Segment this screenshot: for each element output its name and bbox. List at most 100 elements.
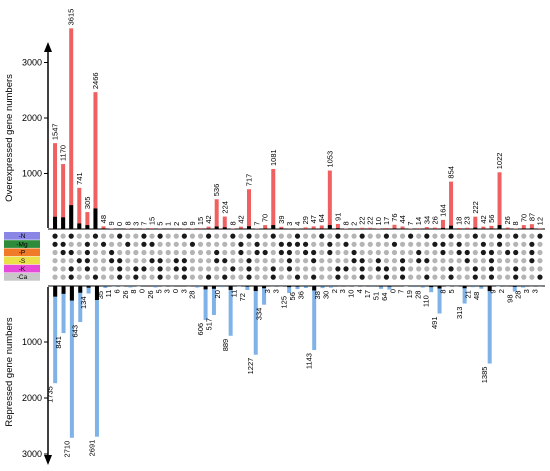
matrix-dot-filled bbox=[181, 274, 187, 280]
matrix-dot-filled bbox=[399, 274, 406, 280]
overexpressed-value-label: 42 bbox=[236, 215, 245, 223]
overexpressed-bar bbox=[449, 181, 454, 229]
repressed-value-label: 20 bbox=[213, 290, 222, 298]
repressed-bar-core bbox=[312, 286, 317, 291]
matrix-dot-empty bbox=[92, 258, 99, 264]
overexpressed-bar bbox=[481, 226, 486, 229]
overexpressed-bar bbox=[311, 226, 316, 229]
overexpressed-value-label: 2 bbox=[350, 222, 359, 226]
matrix-dot-filled bbox=[278, 249, 284, 256]
matrix-dot-empty bbox=[117, 241, 123, 247]
overexpressed-value-label: 18 bbox=[455, 217, 464, 225]
matrix-dot-filled bbox=[60, 241, 66, 247]
matrix-dot-empty bbox=[76, 241, 82, 247]
repressed-value-label: 8 bbox=[129, 289, 138, 293]
matrix-dot-empty bbox=[109, 274, 115, 280]
overexpressed-bar bbox=[497, 172, 502, 229]
repressed-value-label: 19 bbox=[405, 290, 414, 298]
matrix-dot-filled bbox=[117, 258, 123, 264]
repressed-bar bbox=[53, 286, 58, 384]
matrix-dot-filled bbox=[302, 241, 309, 247]
overexpressed-value-label: 854 bbox=[447, 166, 456, 179]
matrix-dot-empty bbox=[456, 274, 462, 280]
overexpressed-value-label: 64 bbox=[317, 214, 326, 222]
overexpressed-value-label: 15 bbox=[196, 217, 205, 225]
matrix-dot-empty bbox=[125, 249, 131, 256]
overexpressed-bar-core bbox=[279, 228, 284, 229]
matrix-dot-empty bbox=[432, 258, 438, 264]
matrix-dot-empty bbox=[68, 258, 74, 264]
overexpressed-bar bbox=[327, 170, 332, 229]
top-y-axis-title: Overexpressed gene numbers bbox=[4, 74, 15, 202]
matrix-dot-empty bbox=[173, 241, 179, 247]
overexpressed-bar-core bbox=[53, 216, 58, 229]
matrix-dot-filled bbox=[335, 233, 341, 239]
matrix-dot-empty bbox=[343, 249, 349, 256]
repressed-bar bbox=[103, 286, 108, 288]
matrix-dot-empty bbox=[408, 241, 414, 247]
matrix-dot-filled bbox=[68, 249, 74, 256]
matrix-dot-filled bbox=[68, 266, 74, 272]
matrix-dot-empty bbox=[367, 258, 373, 264]
overexpressed-value-label: 8 bbox=[228, 221, 237, 225]
matrix-dot-empty bbox=[133, 233, 139, 239]
matrix-dot-filled bbox=[92, 274, 99, 280]
matrix-dot-filled bbox=[383, 233, 390, 239]
matrix-dot-empty bbox=[165, 266, 171, 272]
legend-swatch bbox=[4, 256, 40, 265]
repressed-bar bbox=[287, 286, 292, 293]
matrix-dot-empty bbox=[440, 233, 446, 239]
matrix-dot-empty bbox=[197, 249, 204, 256]
matrix-dot-empty bbox=[262, 266, 268, 272]
repressed-bar-core bbox=[387, 286, 392, 287]
matrix-dot-filled bbox=[432, 241, 438, 247]
repressed-value-label: 0 bbox=[138, 289, 147, 293]
matrix-dot-empty bbox=[246, 241, 252, 247]
repressed-bar bbox=[86, 286, 91, 294]
matrix-dot-empty bbox=[367, 274, 373, 280]
matrix-dot-empty bbox=[238, 266, 244, 272]
overexpressed-value-label: 42 bbox=[204, 215, 213, 223]
overexpressed-bar bbox=[69, 28, 74, 230]
top-y-ticks: 1000 2000 3000 bbox=[22, 58, 48, 179]
matrix-dot-empty bbox=[165, 249, 171, 256]
overexpressed-value-label: 44 bbox=[398, 215, 407, 223]
overexpressed-bar bbox=[222, 216, 227, 229]
matrix-dot-empty bbox=[327, 274, 333, 280]
matrix-dot-empty bbox=[319, 266, 325, 272]
bottom-y-ticks: 1000 2000 3000 bbox=[22, 337, 48, 459]
overexpressed-value-label: 741 bbox=[75, 172, 84, 185]
matrix-dot-empty bbox=[52, 258, 58, 264]
matrix-dot-filled bbox=[205, 233, 212, 239]
repressed-bar-core bbox=[287, 286, 292, 288]
matrix-dot-filled bbox=[60, 249, 66, 256]
overexpressed-bar-core bbox=[222, 227, 227, 229]
matrix-dot-empty bbox=[109, 241, 115, 247]
repressed-value-label: 64 bbox=[380, 293, 389, 301]
matrix-dot-empty bbox=[521, 274, 527, 280]
matrix-dot-filled bbox=[496, 241, 503, 247]
matrix-dot-empty bbox=[230, 274, 236, 280]
matrix-dot-empty bbox=[173, 233, 179, 239]
matrix-dot-empty bbox=[262, 274, 268, 280]
matrix-dot-empty bbox=[302, 274, 309, 280]
matrix-dot-filled bbox=[359, 258, 365, 264]
overexpressed-value-label: 9 bbox=[188, 221, 197, 225]
repressed-bar bbox=[320, 286, 325, 289]
matrix-dot-empty bbox=[521, 241, 527, 247]
repressed-value-label: 11 bbox=[230, 290, 239, 298]
matrix-dot-empty bbox=[214, 274, 220, 280]
matrix-dot-filled bbox=[222, 258, 228, 264]
overexpressed-bar-core bbox=[473, 227, 478, 229]
matrix-dot-filled bbox=[214, 258, 220, 264]
matrix-dot-empty bbox=[222, 233, 228, 239]
matrix-dot-empty bbox=[197, 241, 204, 247]
repressed-bar bbox=[429, 286, 434, 293]
overexpressed-bar bbox=[416, 228, 421, 229]
matrix-dot-filled bbox=[359, 266, 365, 272]
overexpressed-value-label: 3615 bbox=[67, 9, 76, 26]
overexpressed-bar bbox=[384, 228, 389, 229]
overexpressed-bar bbox=[247, 189, 252, 229]
overexpressed-value-label: 717 bbox=[245, 174, 254, 187]
